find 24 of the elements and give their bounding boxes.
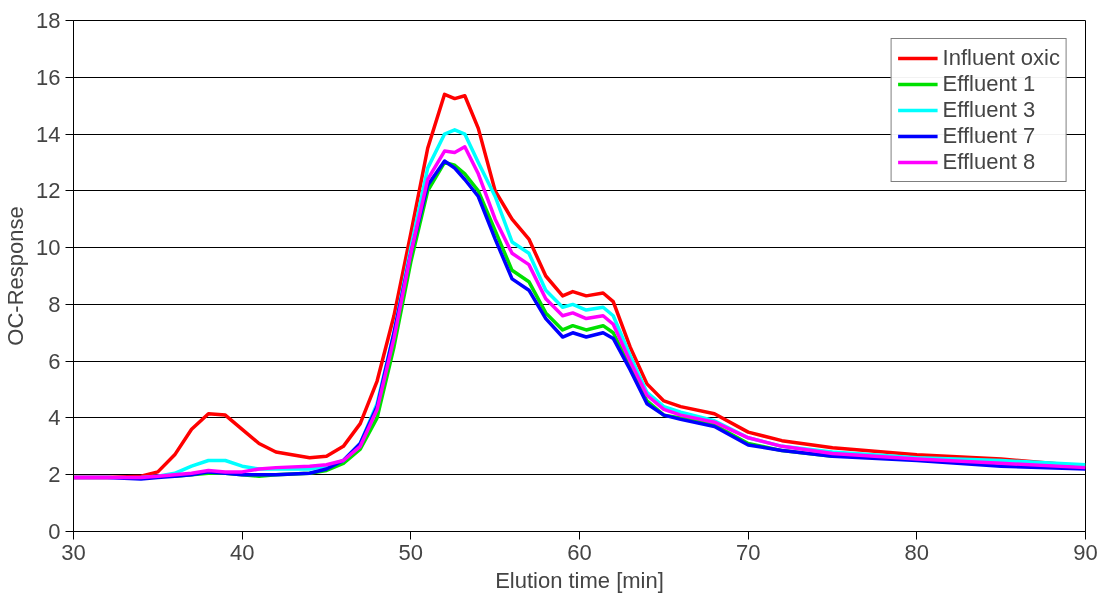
x-tick-label: 60 — [567, 539, 592, 565]
legend-label: Influent oxic — [942, 45, 1060, 71]
legend-label: Effluent 3 — [942, 97, 1036, 123]
y-tick-label: 10 — [36, 235, 61, 261]
x-tick-label: 80 — [904, 539, 930, 565]
x-tick-label: 30 — [61, 539, 86, 565]
legend-label: Effluent 7 — [942, 123, 1036, 149]
y-tick-label: 2 — [48, 462, 61, 488]
y-tick-label: 4 — [48, 405, 61, 431]
y-tick-label: 18 — [36, 8, 61, 33]
y-tick-label: 14 — [36, 121, 61, 147]
y-tick-label: 12 — [36, 178, 61, 204]
x-tick-label: 90 — [1073, 539, 1098, 565]
x-tick-label: 40 — [229, 539, 255, 565]
y-tick-label: 16 — [36, 64, 61, 90]
y-axis-title: OC-Response — [3, 206, 29, 346]
y-tick-label: 6 — [48, 348, 61, 374]
x-tick-label: 70 — [735, 539, 761, 565]
legend-label: Effluent 8 — [942, 149, 1036, 175]
y-tick-label: 8 — [48, 291, 61, 317]
y-tick-label: 0 — [48, 519, 61, 544]
x-axis-title: Elution time [min] — [495, 567, 664, 593]
x-tick-label: 50 — [398, 539, 424, 565]
legend-label: Effluent 1 — [942, 71, 1036, 97]
